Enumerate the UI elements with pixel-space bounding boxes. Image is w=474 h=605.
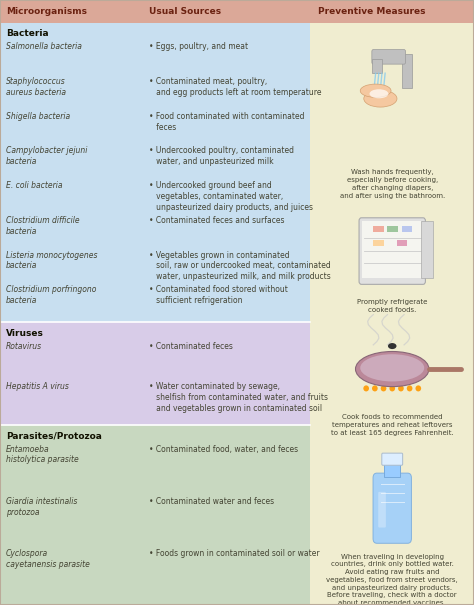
Ellipse shape — [360, 354, 424, 382]
Text: Preventive Measures: Preventive Measures — [318, 7, 425, 16]
Ellipse shape — [398, 385, 404, 391]
FancyBboxPatch shape — [397, 240, 407, 246]
Text: Cyclospora
cayetanensis parasite: Cyclospora cayetanensis parasite — [6, 549, 90, 569]
Text: • Undercooked poultry, contaminated
   water, and unpasteurized milk: • Undercooked poultry, contaminated wate… — [149, 146, 294, 166]
Text: Campylobacter jejuni
bacteria: Campylobacter jejuni bacteria — [6, 146, 87, 166]
Text: • Foods grown in contaminated soil or water: • Foods grown in contaminated soil or wa… — [149, 549, 320, 558]
Ellipse shape — [388, 343, 396, 349]
FancyBboxPatch shape — [373, 226, 383, 232]
Text: Salmonella bacteria: Salmonella bacteria — [6, 42, 82, 51]
Text: • Contaminated meat, poultry,
   and egg products left at room temperature: • Contaminated meat, poultry, and egg pr… — [149, 77, 322, 97]
Text: Rotavirus: Rotavirus — [6, 342, 42, 351]
Text: Staphylococcus
aureus bacteria: Staphylococcus aureus bacteria — [6, 77, 66, 97]
FancyBboxPatch shape — [0, 322, 310, 425]
Text: • Undercooked ground beef and
   vegetables, contaminated water,
   unpasteurize: • Undercooked ground beef and vegetables… — [149, 182, 313, 212]
FancyBboxPatch shape — [387, 226, 398, 232]
FancyBboxPatch shape — [384, 462, 400, 477]
Text: Wash hands frequently,
especially before cooking,
after changing diapers,
and af: Wash hands frequently, especially before… — [339, 169, 445, 198]
FancyBboxPatch shape — [373, 59, 382, 73]
Text: Bacteria: Bacteria — [6, 29, 48, 38]
Ellipse shape — [372, 385, 378, 391]
Ellipse shape — [381, 385, 386, 391]
FancyBboxPatch shape — [359, 218, 425, 284]
Text: • Eggs, poultry, and meat: • Eggs, poultry, and meat — [149, 42, 248, 51]
FancyBboxPatch shape — [373, 473, 411, 543]
Text: Listeria monocytogenes
bacteria: Listeria monocytogenes bacteria — [6, 250, 97, 270]
Text: E. coli bacteria: E. coli bacteria — [6, 182, 62, 190]
Text: Promptly refrigerate
cooked foods.: Promptly refrigerate cooked foods. — [357, 299, 428, 313]
FancyBboxPatch shape — [378, 492, 386, 528]
Text: Parasites/Protozoa: Parasites/Protozoa — [6, 431, 101, 440]
Text: • Contaminated food stored without
   sufficient refrigeration: • Contaminated food stored without suffi… — [149, 286, 288, 305]
Text: Hepatitis A virus: Hepatitis A virus — [6, 382, 69, 391]
Text: Clostridium porfringono
bacteria: Clostridium porfringono bacteria — [6, 286, 96, 305]
Text: • Vegetables grown in contaminated
   soil, raw or undercooked meat, contaminate: • Vegetables grown in contaminated soil,… — [149, 250, 331, 281]
Ellipse shape — [364, 90, 397, 107]
FancyBboxPatch shape — [310, 0, 474, 605]
FancyBboxPatch shape — [382, 453, 402, 465]
FancyBboxPatch shape — [402, 226, 412, 232]
FancyBboxPatch shape — [421, 221, 433, 278]
Text: Entamoeba
histolytica parasite: Entamoeba histolytica parasite — [6, 445, 78, 465]
FancyBboxPatch shape — [362, 221, 422, 278]
FancyBboxPatch shape — [0, 0, 474, 23]
Ellipse shape — [360, 84, 391, 97]
Text: Usual Sources: Usual Sources — [149, 7, 221, 16]
Ellipse shape — [415, 385, 421, 391]
Text: • Water contaminated by sewage,
   shelfish from contaminated water, and fruits
: • Water contaminated by sewage, shelfish… — [149, 382, 328, 413]
Text: Shigella bacteria: Shigella bacteria — [6, 112, 70, 121]
Ellipse shape — [390, 385, 395, 391]
Text: • Contaminated feces and surfaces: • Contaminated feces and surfaces — [149, 216, 285, 225]
Text: Giardia intestinalis
protozoa: Giardia intestinalis protozoa — [6, 497, 77, 517]
FancyBboxPatch shape — [373, 240, 383, 246]
Text: Cook foods to recommended
temperatures and reheat leftovers
to at least 165 degr: Cook foods to recommended temperatures a… — [331, 414, 454, 436]
Ellipse shape — [356, 352, 429, 387]
Ellipse shape — [407, 385, 412, 391]
Text: • Contaminated feces: • Contaminated feces — [149, 342, 233, 351]
Ellipse shape — [370, 90, 389, 99]
Text: • Contaminated food, water, and feces: • Contaminated food, water, and feces — [149, 445, 299, 454]
Text: • Food contaminated with contaminated
   feces: • Food contaminated with contaminated fe… — [149, 112, 305, 131]
Ellipse shape — [363, 385, 369, 391]
FancyBboxPatch shape — [0, 425, 310, 604]
Text: Clostridium difficile
bacteria: Clostridium difficile bacteria — [6, 216, 79, 236]
Text: Microorganisms: Microorganisms — [6, 7, 87, 16]
FancyBboxPatch shape — [402, 54, 412, 88]
FancyBboxPatch shape — [372, 50, 405, 64]
FancyBboxPatch shape — [0, 23, 310, 322]
Text: • Contaminated water and feces: • Contaminated water and feces — [149, 497, 274, 506]
Text: Viruses: Viruses — [6, 329, 44, 338]
Text: When traveling in developing
countries, drink only bottled water.
Avoid eating r: When traveling in developing countries, … — [327, 554, 458, 605]
